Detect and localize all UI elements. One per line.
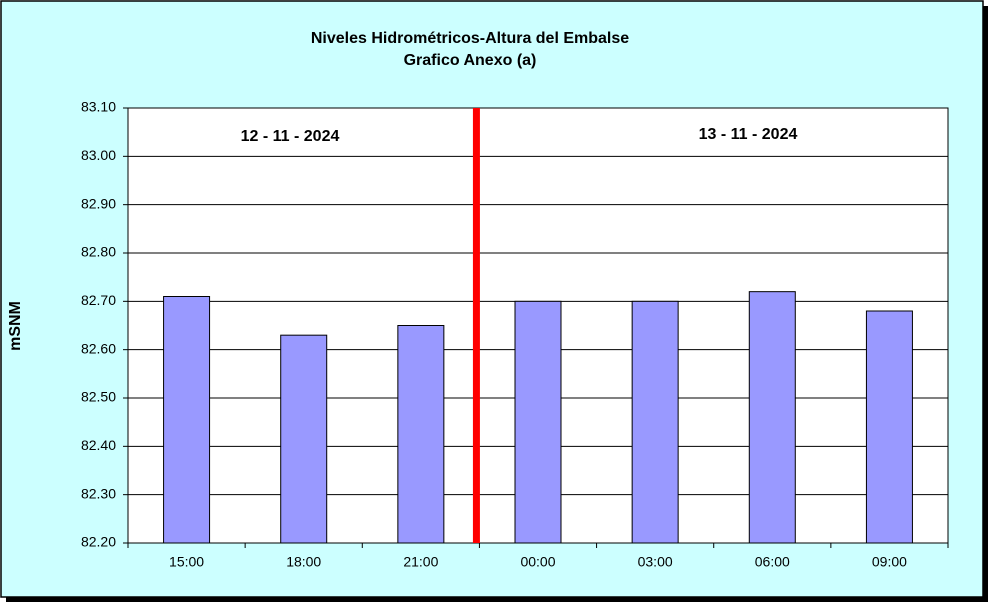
y-tick-label: 82.60 [81,340,116,356]
bar [397,325,445,544]
x-tick-label: 21:00 [403,554,438,570]
annotation: 12 - 11 - 2024 [241,128,340,145]
bar [631,300,679,544]
chart-subtitle: Grafico Anexo (a) [404,52,537,69]
y-tick-label: 83.00 [81,147,116,163]
bar [280,334,328,544]
y-tick-label: 82.90 [81,195,116,211]
x-tick-label: 06:00 [755,554,790,570]
y-tick-label: 82.30 [81,485,116,501]
x-tick-label: 03:00 [638,554,673,570]
x-tick-label: 15:00 [169,554,204,570]
bar [748,291,796,544]
y-tick-label: 82.20 [81,534,116,550]
x-tick-label: 00:00 [520,554,555,570]
x-tick-label: 09:00 [872,554,907,570]
bar [865,310,913,544]
y-tick-label: 83.10 [81,99,116,115]
x-tick-label: 18:00 [286,554,321,570]
y-tick-label: 82.70 [81,292,116,308]
bar [163,296,211,544]
y-axis-label: mSNM [7,301,24,351]
y-tick-label: 82.40 [81,437,116,453]
chart-title: Niveles Hidrométricos-Altura del Embalse [311,30,629,47]
y-tick-label: 82.50 [81,389,116,405]
bar [514,300,562,544]
y-tick-label: 82.80 [81,244,116,260]
annotation: 13 - 11 - 2024 [699,126,798,143]
